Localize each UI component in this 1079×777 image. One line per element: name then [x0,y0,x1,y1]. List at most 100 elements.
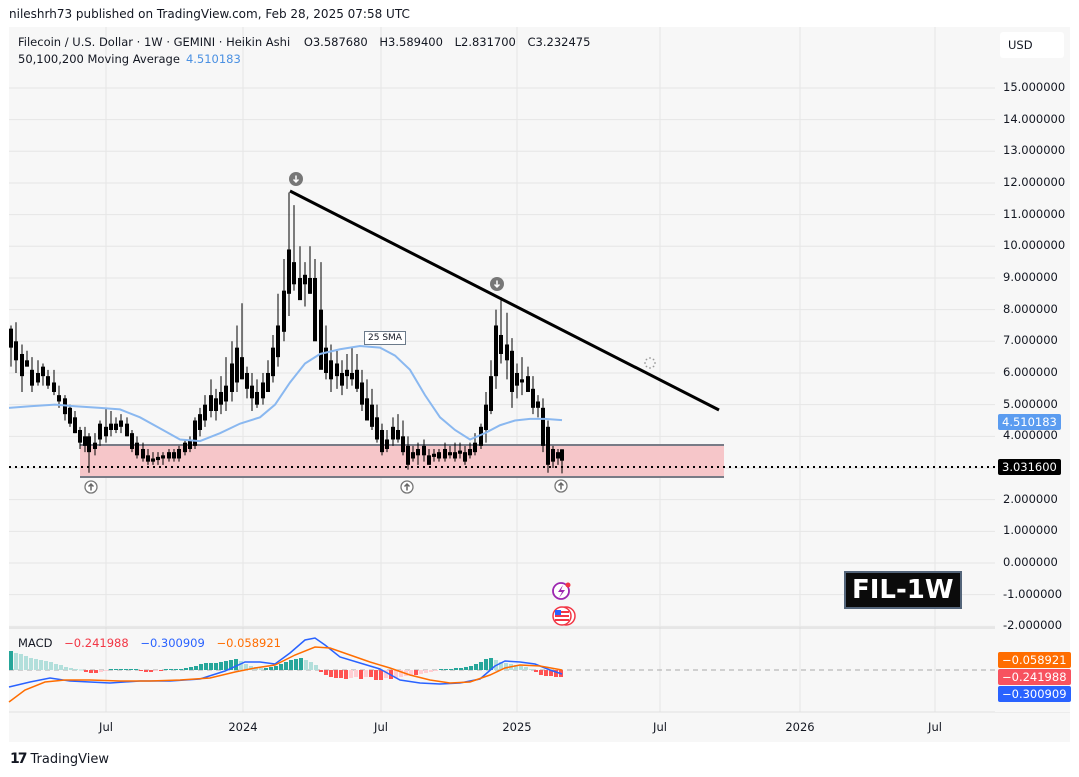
candle-body [271,347,275,377]
macd-histogram-bar [384,670,388,678]
macd-histogram-bar [224,661,228,670]
last-price-label: 3.031600 [998,459,1061,475]
macd-histogram-bar [284,662,288,670]
price-axis-bg [995,27,1070,712]
candle-body [250,385,254,399]
candle-body [41,366,45,377]
macd-histogram-bar [109,669,113,670]
flag-stripe [555,611,569,613]
tradingview-mark-icon: 17 [10,751,28,767]
ma-value: 4.510183 [185,52,241,66]
macd-histogram-bar [264,668,268,670]
time-tick: Jul [653,720,667,734]
loading-spinner-icon [652,358,655,361]
sma-annotation[interactable]: 25 SMA [364,331,406,345]
macd-histogram-bar [229,660,233,670]
ohlc-low: L2.831700 [454,35,516,49]
macd-histogram-bar [454,668,458,670]
candle-body [375,417,379,440]
price-tick: 7.000000 [1003,333,1058,348]
macd-histogram-bar [439,669,443,670]
candle-body [489,376,493,411]
swing-low-arrow-up-icon[interactable] [554,479,568,493]
candle-body [287,249,291,294]
candle-body [119,420,123,427]
macd-histogram-bar [104,670,108,671]
candle-body [156,456,160,461]
loading-spinner-icon [645,365,648,368]
swing-high-arrow-down-icon[interactable] [289,172,303,186]
macd-histogram-bar [174,669,178,670]
macd-histogram-bar [429,670,433,672]
macd-histogram-bar [164,669,168,670]
chart-area[interactable] [9,27,1070,742]
currency-button[interactable]: USD [1000,32,1064,58]
candle-body [520,379,524,383]
macd-histogram-bar [504,663,508,670]
candle-body [416,448,420,456]
macd-histogram-bar [64,667,68,670]
price-tick: 6.000000 [1003,364,1058,379]
candle-body [240,357,244,380]
macd-histogram-bar [219,662,223,670]
macd-histogram-bar [244,664,248,670]
macd-histogram-bar [194,666,198,670]
symbol-legend[interactable]: Filecoin / U.S. Dollar · 1W · GEMINI · H… [18,35,590,49]
macd-histogram-bar [349,670,353,678]
macd-histogram-bar [344,670,348,679]
macd-histogram-bar [199,664,203,670]
macd-histogram-bar [289,660,293,670]
macd-legend[interactable]: MACD −0.241988 −0.300909 −0.058921 [18,636,289,650]
macd-histogram-bar [99,670,103,672]
candle-body [340,372,344,386]
candle-body [468,448,472,456]
candle-body [448,452,452,456]
time-tick: Jul [374,720,388,734]
macd-histogram-bar [154,670,158,671]
candle-body [484,404,488,430]
time-tick: 2024 [228,720,258,734]
candle-body [536,401,540,408]
tradingview-logo[interactable]: 17 TradingView [10,751,109,767]
candle-body [224,385,228,402]
swing-high-arrow-down-icon[interactable] [490,277,504,291]
macd-histogram-bar [214,663,218,670]
candle-body [30,369,34,386]
macd-histogram-bar [514,665,518,670]
candle-body [266,372,270,392]
candle-body [365,398,369,421]
price-tick: 9.000000 [1003,269,1058,284]
swing-low-arrow-up-icon[interactable] [400,480,414,494]
macd-histogram-bar [334,670,338,678]
macd-histogram-bar [29,658,33,670]
ma-legend[interactable]: 50,100,200 Moving Average 4.510183 [18,52,241,66]
macd-histogram-bar [299,658,303,670]
candle-body [114,423,118,430]
candle-body [335,363,339,377]
candle-body [453,452,457,459]
candle-body [255,391,259,405]
macd-histogram-bar [184,668,188,670]
ohlc-high: H3.589400 [379,35,443,49]
lightning-bolt-icon [558,585,565,598]
candle-body [380,429,384,453]
candle-body [437,452,441,459]
candle-body [401,436,405,453]
macd-histogram-bar [39,660,43,670]
candle-body [494,325,498,377]
candle-body [146,455,150,462]
price-tick: 8.000000 [1003,301,1058,316]
price-tick: 10.000000 [1003,238,1066,253]
candle-body [87,436,91,453]
macd-histogram-bar [14,653,18,670]
fil-1w-badge[interactable]: FIL-1W [844,571,962,609]
macd-histogram-bar [114,669,118,670]
macd-histogram-bar [304,660,308,670]
macd-histogram-bar [374,670,378,680]
loading-spinner-icon [649,357,651,359]
macd-histogram-bar [539,670,543,675]
macd-histogram-bar [259,668,263,670]
candle-body [219,391,223,405]
swing-low-arrow-up-icon[interactable] [84,480,98,494]
